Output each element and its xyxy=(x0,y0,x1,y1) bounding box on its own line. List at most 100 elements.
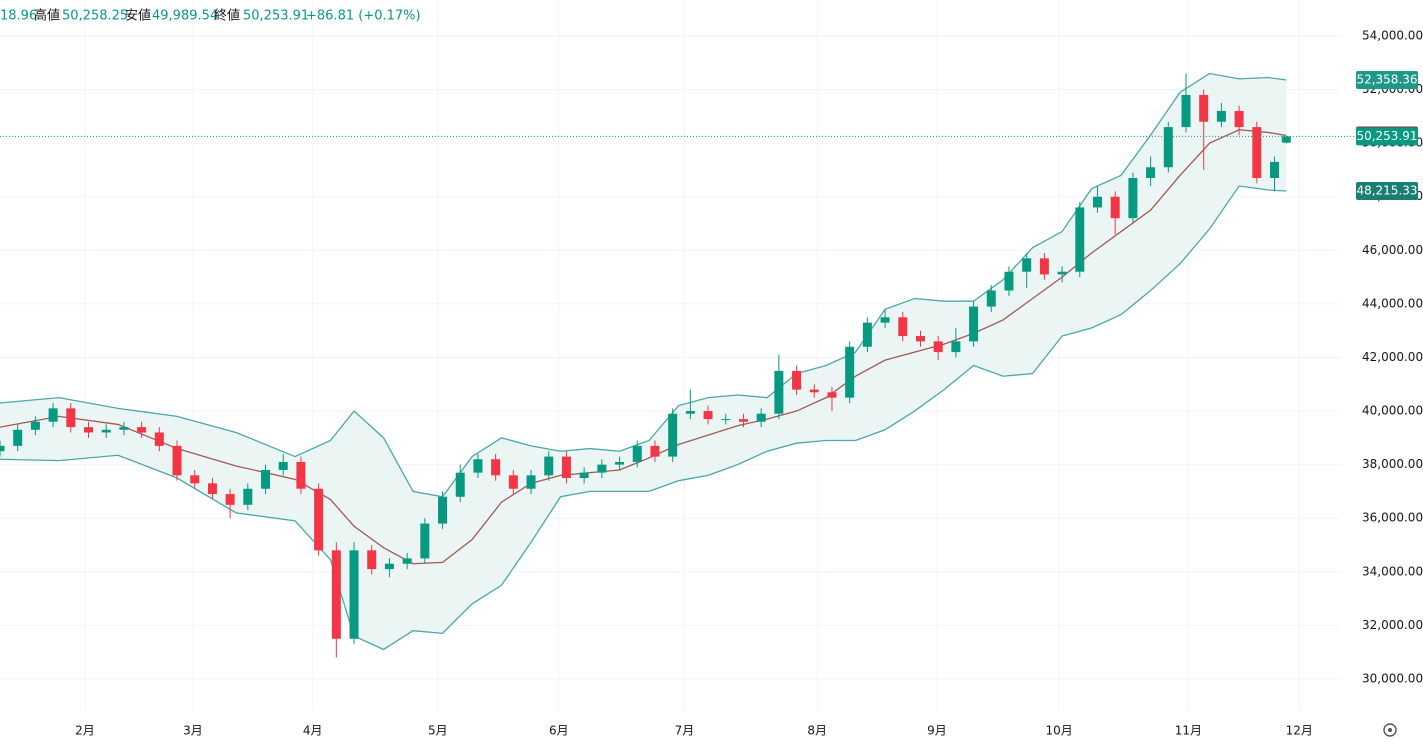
price-tag xyxy=(1356,127,1418,146)
x-tick-label: 7月 xyxy=(675,724,695,738)
candle-body xyxy=(1075,207,1085,272)
x-tick-label: 8月 xyxy=(807,724,827,738)
candle-body xyxy=(880,317,890,323)
upper-band xyxy=(0,72,1287,498)
price-tag-label: 52,358.36 xyxy=(1356,72,1417,86)
y-tick-label: 38,000.00 xyxy=(1362,457,1423,471)
candle-body xyxy=(561,456,571,479)
lower-band xyxy=(0,185,1287,651)
candle-body xyxy=(455,472,465,497)
candle-body xyxy=(1163,127,1173,168)
x-tick-label: 4月 xyxy=(303,724,323,738)
candle-body xyxy=(862,322,872,347)
grid xyxy=(0,0,1340,710)
candle-body xyxy=(473,459,483,473)
candle-body xyxy=(544,456,554,476)
header-value: 18.96 xyxy=(0,9,37,24)
candle-body xyxy=(137,427,147,433)
candle-body xyxy=(1057,271,1067,275)
candle-body xyxy=(384,563,394,570)
candle-body xyxy=(1181,94,1191,128)
candle-body xyxy=(314,488,324,551)
candle-body xyxy=(597,464,607,473)
y-tick-label: 30,000.00 xyxy=(1362,671,1423,685)
candle-body xyxy=(1252,127,1262,178)
middle-band xyxy=(0,129,1287,565)
y-tick-label: 36,000.00 xyxy=(1362,511,1423,525)
candle-body xyxy=(703,411,713,420)
candle-body xyxy=(172,445,182,476)
candle-body xyxy=(225,494,235,505)
candle-body xyxy=(738,419,748,422)
y-tick-label: 32,000.00 xyxy=(1362,618,1423,632)
candle-body xyxy=(190,475,200,484)
candle-body xyxy=(1092,196,1102,208)
candle-body xyxy=(650,445,660,457)
candle-body xyxy=(207,483,217,495)
price-tag-label: 50,253.91 xyxy=(1356,129,1417,143)
candle-body xyxy=(420,523,430,559)
candle-body xyxy=(1128,177,1138,219)
candle-body xyxy=(1022,258,1032,272)
price-tag xyxy=(1356,181,1418,200)
candle-body xyxy=(898,317,908,337)
header-value: +86.81 (+0.17%) xyxy=(306,9,421,24)
candle-body xyxy=(668,413,678,457)
candle-body xyxy=(1004,271,1014,291)
candle-body xyxy=(278,461,288,470)
candle-body xyxy=(438,496,448,524)
candle-body xyxy=(756,413,766,422)
candle-body xyxy=(367,550,377,570)
candle-body xyxy=(119,427,129,430)
candle-body xyxy=(809,389,819,393)
candle-body xyxy=(933,341,943,353)
candle-body xyxy=(685,411,695,414)
candle-body xyxy=(915,336,925,342)
candle-body xyxy=(84,427,94,433)
candle-body xyxy=(48,408,58,422)
candle-body xyxy=(0,445,5,452)
candle-body xyxy=(632,445,642,462)
candle-body xyxy=(243,488,253,505)
candle-body xyxy=(1110,196,1120,219)
y-tick-label: 40,000.00 xyxy=(1362,404,1423,418)
candle-body xyxy=(1281,136,1291,143)
y-tick-label: 46,000.00 xyxy=(1362,243,1423,257)
candle-body xyxy=(951,341,961,353)
settings-icon[interactable] xyxy=(1383,723,1397,737)
y-tick-label: 54,000.00 xyxy=(1362,29,1423,43)
x-tick-label: 9月 xyxy=(927,724,947,738)
candle-body xyxy=(349,550,359,639)
header-label: 終値 xyxy=(214,8,240,24)
x-tick-label: 6月 xyxy=(549,724,569,738)
candle-body xyxy=(13,429,23,446)
candle-body xyxy=(615,461,625,465)
y-tick-label: 44,000.00 xyxy=(1362,296,1423,310)
x-tick-label: 3月 xyxy=(183,724,203,738)
candle-body xyxy=(1146,167,1156,178)
candle-body xyxy=(66,408,76,428)
candle-body xyxy=(969,306,979,342)
candle-body xyxy=(1216,111,1226,122)
price-tag xyxy=(1356,70,1418,89)
candle-body xyxy=(827,392,837,398)
candle-body xyxy=(154,432,164,446)
candle-body xyxy=(296,461,306,489)
header-value: 49,989.54 xyxy=(152,9,218,24)
candle-body xyxy=(30,421,40,430)
price-tag-label: 48,215.33 xyxy=(1356,183,1417,197)
candle-body xyxy=(792,370,802,390)
x-tick-label: 12月 xyxy=(1286,724,1313,738)
candle-body xyxy=(721,419,731,421)
y-tick-label: 42,000.00 xyxy=(1362,350,1423,364)
candle-body xyxy=(491,459,501,476)
candles xyxy=(0,73,1356,658)
y-tick-label: 34,000.00 xyxy=(1362,564,1423,578)
x-tick-label: 5月 xyxy=(428,724,448,738)
candle-body xyxy=(1270,161,1280,178)
header-label: 高値 xyxy=(34,8,60,24)
